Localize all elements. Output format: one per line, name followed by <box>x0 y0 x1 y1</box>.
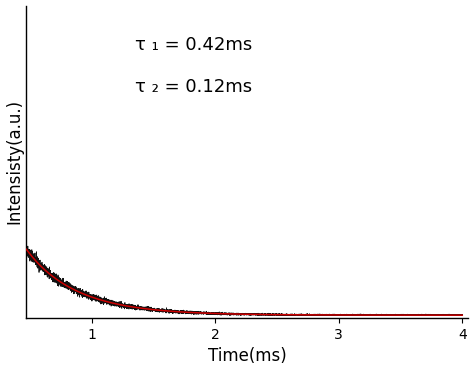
X-axis label: Time(ms): Time(ms) <box>208 348 287 365</box>
Y-axis label: Intensisty(a.u.): Intensisty(a.u.) <box>6 99 24 224</box>
Text: τ ₂ = 0.12ms: τ ₂ = 0.12ms <box>135 78 252 96</box>
Text: τ ₁ = 0.42ms: τ ₁ = 0.42ms <box>135 36 252 54</box>
